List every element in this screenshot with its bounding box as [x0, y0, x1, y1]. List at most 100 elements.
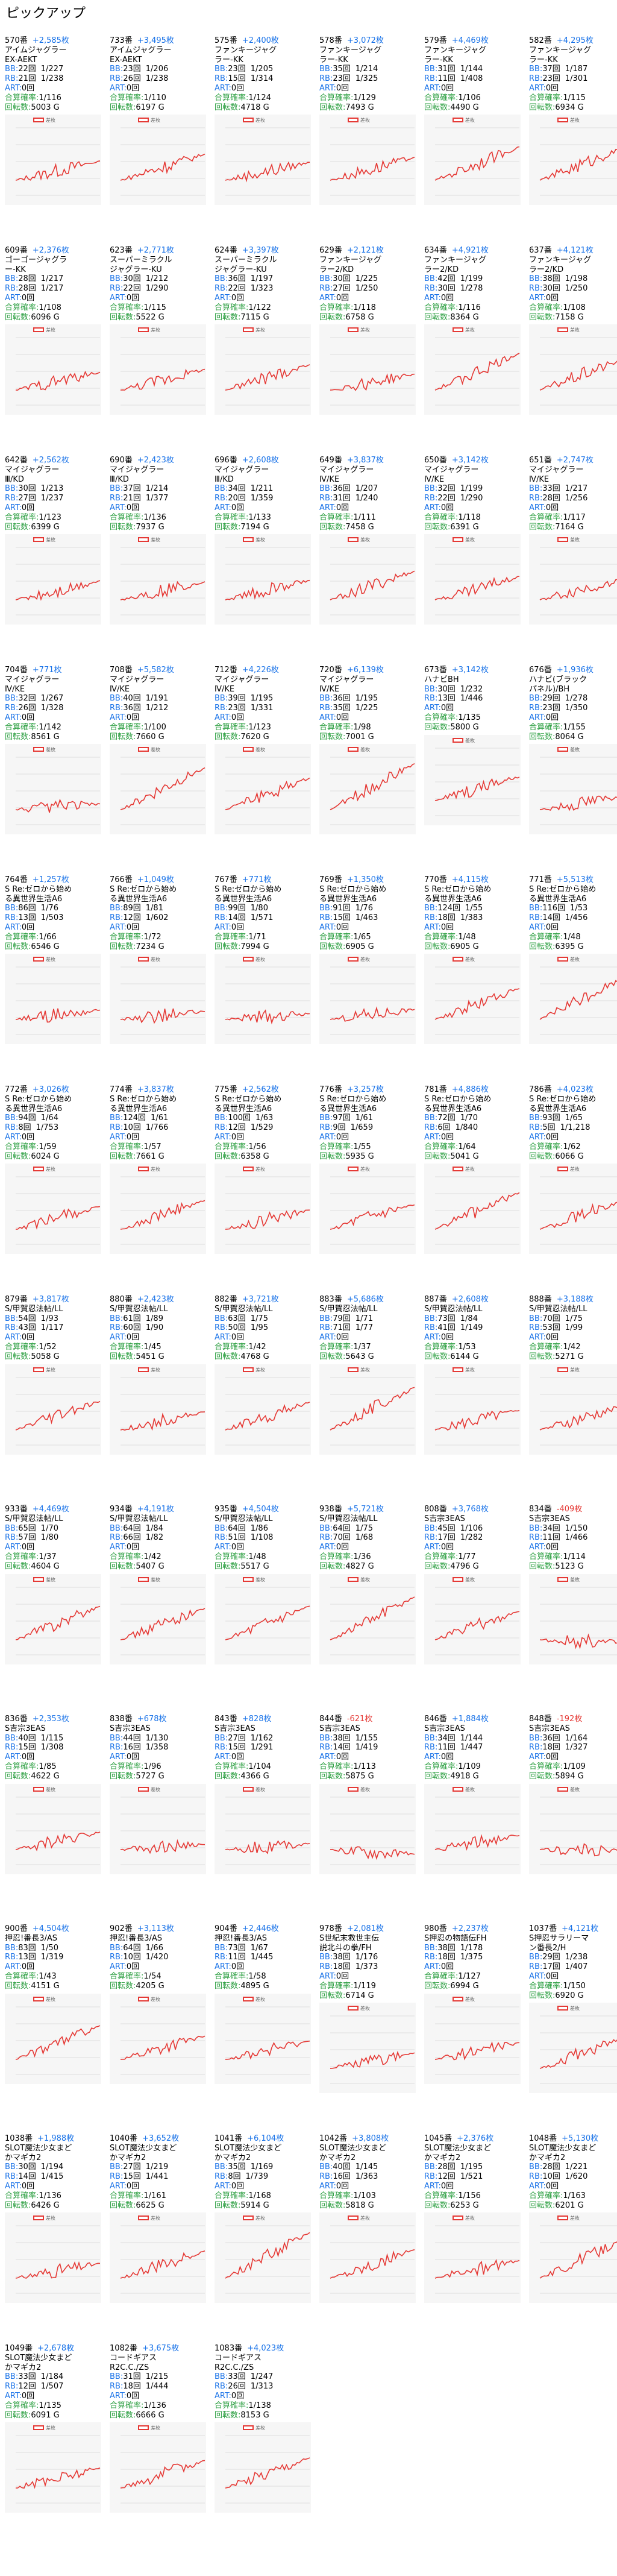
- machine-card[interactable]: 696番 +2,608枚 マイジャグラー Ⅲ/KD BB:34回 1/211 RB:20回 1…: [215, 456, 313, 657]
- diff-graph-thumbnail[interactable]: 差枚: [110, 1573, 206, 1664]
- machine-card[interactable]: 1082番 +3,675枚 コードギアス R2C.C./ZS BB:31回 1/215 RB…: [110, 2344, 208, 2545]
- diff-graph-thumbnail[interactable]: 差枚: [5, 2422, 101, 2513]
- diff-graph-thumbnail[interactable]: 差枚: [319, 1164, 416, 1255]
- machine-card[interactable]: 733番 +3,495枚 アイムジャグラー EX-AEKT BB:23回 1/206 RB:…: [110, 36, 208, 238]
- diff-graph-thumbnail[interactable]: 差枚: [424, 324, 521, 415]
- diff-graph-thumbnail[interactable]: 差枚: [319, 1573, 416, 1664]
- diff-graph-thumbnail[interactable]: 差枚: [5, 1993, 101, 2084]
- diff-graph-thumbnail[interactable]: 差枚: [5, 534, 101, 625]
- diff-graph-thumbnail[interactable]: 差枚: [215, 1164, 311, 1255]
- diff-graph-thumbnail[interactable]: 差枚: [5, 324, 101, 415]
- machine-card[interactable]: 933番 +4,469枚 S/甲賀忍法帖/LL BB:65回 1/70 RB:57回 1/8…: [5, 1505, 104, 1706]
- diff-graph-thumbnail[interactable]: 差枚: [110, 1164, 206, 1255]
- diff-graph-thumbnail[interactable]: 差枚: [424, 1573, 521, 1664]
- diff-graph-thumbnail[interactable]: 差枚: [319, 324, 416, 415]
- machine-card[interactable]: 651番 +2,747枚 マイジャグラー Ⅳ/KE BB:33回 1/217 RB:28回 1…: [529, 456, 617, 657]
- machine-card[interactable]: 888番 +3,188枚 S/甲賀忍法帖/LL BB:70回 1/75 RB:53回 1/9…: [529, 1295, 617, 1496]
- diff-graph-thumbnail[interactable]: 差枚: [5, 1164, 101, 1255]
- machine-card[interactable]: 772番 +3,026枚 S Re:ゼロから始め る異世界生活A6 BB:94回 1/64…: [5, 1085, 104, 1286]
- diff-graph-thumbnail[interactable]: 差枚: [424, 1164, 521, 1255]
- machine-card[interactable]: 808番 +3,768枚 S吉宗3EAS BB:45回 1/106 RB:17回 1/282…: [424, 1505, 523, 1706]
- machine-card[interactable]: 1083番 +4,023枚 コードギアス R2C.C./ZS BB:33回 1/247 RB…: [215, 2344, 313, 2545]
- diff-graph-thumbnail[interactable]: 差枚: [110, 1783, 206, 1874]
- machine-card[interactable]: 887番 +2,608枚 S/甲賀忍法帖/LL BB:73回 1/84 RB:41回 1/1…: [424, 1295, 523, 1496]
- diff-graph-thumbnail[interactable]: 差枚: [215, 744, 311, 835]
- diff-graph-thumbnail[interactable]: 差枚: [529, 1364, 617, 1455]
- diff-graph-thumbnail[interactable]: 差枚: [215, 1364, 311, 1455]
- machine-card[interactable]: 634番 +4,921枚 ファンキージャグ ラー2/KD BB:42回 1/199 RB:3…: [424, 246, 523, 447]
- diff-graph-thumbnail[interactable]: 差枚: [319, 1783, 416, 1874]
- diff-graph-thumbnail[interactable]: 差枚: [424, 1783, 521, 1874]
- machine-card[interactable]: 900番 +4,504枚 押忍!番長3/AS BB:83回 1/50 RB:13回 1/31…: [5, 1924, 104, 2126]
- diff-graph-thumbnail[interactable]: 差枚: [529, 954, 617, 1045]
- machine-card[interactable]: 582番 +4,295枚 ファンキージャグ ラー-KK BB:37回 1/187 RB:23…: [529, 36, 617, 238]
- diff-graph-thumbnail[interactable]: 差枚: [5, 744, 101, 835]
- machine-card[interactable]: 673番 +3,142枚 ハナビBH BB:30回 1/232 RB:13回 1/446 AR…: [424, 666, 523, 867]
- diff-graph-thumbnail[interactable]: 差枚: [5, 2212, 101, 2304]
- diff-graph-thumbnail[interactable]: 差枚: [319, 954, 416, 1045]
- machine-card[interactable]: 775番 +2,562枚 S Re:ゼロから始め る異世界生活A6 BB:100回 1/6…: [215, 1085, 313, 1286]
- machine-card[interactable]: 978番 +2,081枚 S世紀末救世主伝 説北斗の拳/FH BB:38回 1/176 RB…: [319, 1924, 418, 2126]
- diff-graph-thumbnail[interactable]: 差枚: [529, 115, 617, 206]
- diff-graph-thumbnail[interactable]: 差枚: [215, 2422, 311, 2513]
- diff-graph-thumbnail[interactable]: 差枚: [215, 534, 311, 625]
- diff-graph-thumbnail[interactable]: 差枚: [5, 115, 101, 206]
- machine-card[interactable]: 883番 +5,686枚 S/甲賀忍法帖/LL BB:79回 1/71 RB:71回 1/7…: [319, 1295, 418, 1496]
- machine-card[interactable]: 935番 +4,504枚 S/甲賀忍法帖/LL BB:64回 1/86 RB:51回 1/1…: [215, 1505, 313, 1706]
- diff-graph-thumbnail[interactable]: 差枚: [215, 1573, 311, 1664]
- machine-card[interactable]: 575番 +2,400枚 ファンキージャグ ラー-KK BB:23回 1/205 RB:15…: [215, 36, 313, 238]
- machine-card[interactable]: 843番 +828枚 S吉宗3EAS BB:27回 1/162 RB:15回 1/291 AR…: [215, 1715, 313, 1916]
- machine-card[interactable]: 764番 +1,257枚 S Re:ゼロから始め る異世界生活A6 BB:86回 1/76…: [5, 875, 104, 1077]
- machine-card[interactable]: 579番 +4,469枚 ファンキージャグ ラー-KK BB:31回 1/144 RB:11…: [424, 36, 523, 238]
- diff-graph-thumbnail[interactable]: 差枚: [319, 2003, 416, 2094]
- diff-graph-thumbnail[interactable]: 差枚: [529, 2003, 617, 2094]
- machine-card[interactable]: 570番 +2,585枚 アイムジャグラー EX-AEKT BB:22回 1/227 RB:…: [5, 36, 104, 238]
- machine-card[interactable]: 704番 +771枚 マイジャグラー Ⅳ/KE BB:32回 1/267 RB:26回 1/3…: [5, 666, 104, 867]
- diff-graph-thumbnail[interactable]: 差枚: [5, 1573, 101, 1664]
- machine-card[interactable]: 769番 +1,350枚 S Re:ゼロから始め る異世界生活A6 BB:91回 1/76…: [319, 875, 418, 1077]
- diff-graph-thumbnail[interactable]: 差枚: [110, 2212, 206, 2304]
- diff-graph-thumbnail[interactable]: 差枚: [424, 734, 521, 825]
- diff-graph-thumbnail[interactable]: 差枚: [110, 115, 206, 206]
- machine-card[interactable]: 834番 -409枚 S吉宗3EAS BB:34回 1/150 RB:11回 1/466 AR…: [529, 1505, 617, 1706]
- machine-card[interactable]: 848番 -192枚 S吉宗3EAS BB:36回 1/164 RB:18回 1/327 AR…: [529, 1715, 617, 1916]
- machine-card[interactable]: 902番 +3,113枚 押忍!番長3/AS BB:64回 1/66 RB:10回 1/42…: [110, 1924, 208, 2126]
- diff-graph-thumbnail[interactable]: 差枚: [319, 744, 416, 835]
- machine-card[interactable]: 980番 +2,237枚 S押忍の物語伝FH BB:38回 1/178 RB:18回 1/3…: [424, 1924, 523, 2126]
- machine-card[interactable]: 649番 +3,837枚 マイジャグラー Ⅳ/KE BB:36回 1/207 RB:31回 1…: [319, 456, 418, 657]
- machine-card[interactable]: 637番 +4,121枚 ファンキージャグ ラー2/KD BB:38回 1/198 RB:3…: [529, 246, 617, 447]
- machine-card[interactable]: 880番 +2,423枚 S/甲賀忍法帖/LL BB:61回 1/89 RB:60回 1/9…: [110, 1295, 208, 1496]
- machine-card[interactable]: 781番 +4,886枚 S Re:ゼロから始め る異世界生活A6 BB:72回 1/70…: [424, 1085, 523, 1286]
- machine-card[interactable]: 844番 -621枚 S吉宗3EAS BB:38回 1/155 RB:14回 1/419 AR…: [319, 1715, 418, 1916]
- machine-card[interactable]: 1040番 +3,652枚 SLOT魔法少女まど かマギカ2 BB:27回 1/219 RB…: [110, 2134, 208, 2335]
- diff-graph-thumbnail[interactable]: 差枚: [529, 534, 617, 625]
- machine-card[interactable]: 776番 +3,257枚 S Re:ゼロから始め る異世界生活A6 BB:97回 1/61…: [319, 1085, 418, 1286]
- diff-graph-thumbnail[interactable]: 差枚: [424, 1364, 521, 1455]
- diff-graph-thumbnail[interactable]: 差枚: [424, 954, 521, 1045]
- diff-graph-thumbnail[interactable]: 差枚: [215, 954, 311, 1045]
- machine-card[interactable]: 774番 +3,837枚 S Re:ゼロから始め る異世界生活A6 BB:124回 1/6…: [110, 1085, 208, 1286]
- machine-card[interactable]: 904番 +2,446枚 押忍!番長3/AS BB:73回 1/67 RB:11回 1/44…: [215, 1924, 313, 2126]
- diff-graph-thumbnail[interactable]: 差枚: [319, 534, 416, 625]
- machine-card[interactable]: 938番 +5,721枚 S/甲賀忍法帖/LL BB:64回 1/75 RB:70回 1/6…: [319, 1505, 418, 1706]
- diff-graph-thumbnail[interactable]: 差枚: [529, 744, 617, 835]
- diff-graph-thumbnail[interactable]: 差枚: [215, 1993, 311, 2084]
- diff-graph-thumbnail[interactable]: 差枚: [319, 1364, 416, 1455]
- machine-card[interactable]: 650番 +3,142枚 マイジャグラー Ⅳ/KE BB:32回 1/199 RB:22回 1…: [424, 456, 523, 657]
- machine-card[interactable]: 712番 +4,226枚 マイジャグラー Ⅳ/KE BB:39回 1/195 RB:23回 1…: [215, 666, 313, 867]
- machine-card[interactable]: 578番 +3,072枚 ファンキージャグ ラー-KK BB:35回 1/214 RB:23…: [319, 36, 418, 238]
- machine-card[interactable]: 629番 +2,121枚 ファンキージャグ ラー2/KD BB:30回 1/225 RB:2…: [319, 246, 418, 447]
- machine-card[interactable]: 720番 +6,139枚 マイジャグラー Ⅳ/KE BB:36回 1/195 RB:35回 1…: [319, 666, 418, 867]
- machine-card[interactable]: 846番 +1,884枚 S吉宗3EAS BB:34回 1/144 RB:11回 1/447…: [424, 1715, 523, 1916]
- machine-card[interactable]: 1045番 +2,376枚 SLOT魔法少女まど かマギカ2 BB:28回 1/195 RB…: [424, 2134, 523, 2335]
- diff-graph-thumbnail[interactable]: 差枚: [424, 2212, 521, 2304]
- machine-card[interactable]: 642番 +2,562枚 マイジャグラー Ⅲ/KD BB:30回 1/213 RB:27回 1…: [5, 456, 104, 657]
- diff-graph-thumbnail[interactable]: 差枚: [529, 1573, 617, 1664]
- machine-card[interactable]: 676番 +1,936枚 ハナビ(ブラック パネル)/BH BB:29回 1/278 RB:…: [529, 666, 617, 867]
- diff-graph-thumbnail[interactable]: 差枚: [110, 1993, 206, 2084]
- diff-graph-thumbnail[interactable]: 差枚: [215, 115, 311, 206]
- machine-card[interactable]: 1037番 +4,121枚 S押忍サラリーマ ン番長2/H BB:29回 1/238 RB:…: [529, 1924, 617, 2126]
- machine-card[interactable]: 934番 +4,191枚 S/甲賀忍法帖/LL BB:64回 1/84 RB:66回 1/8…: [110, 1505, 208, 1706]
- diff-graph-thumbnail[interactable]: 差枚: [424, 115, 521, 206]
- diff-graph-thumbnail[interactable]: 差枚: [110, 2422, 206, 2513]
